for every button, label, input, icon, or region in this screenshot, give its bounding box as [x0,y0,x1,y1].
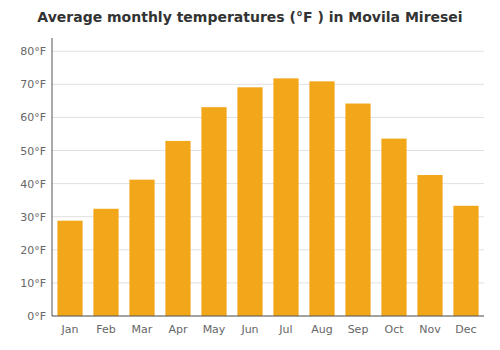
grid-line [52,84,484,85]
bar [165,141,190,316]
x-tick-label: Apr [168,323,188,336]
x-tick-label: Mar [132,323,153,336]
chart-title: Average monthly temperatures (°F ) in Mo… [37,9,462,25]
bar [201,107,226,316]
bar [93,209,118,316]
y-axis-line [52,38,53,316]
y-tick-label: 40°F [20,178,46,191]
grid-line [52,51,484,52]
x-tick-label: Jan [61,323,79,336]
x-tick-label: Jul [278,323,292,336]
grid-line [52,150,484,151]
bar [417,175,442,316]
x-tick-label: Feb [96,323,115,336]
chart-container: Average monthly temperatures (°F ) in Mo… [0,0,500,350]
x-tick-label: Sep [348,323,369,336]
chart-svg: Average monthly temperatures (°F ) in Mo… [0,0,500,350]
y-tick-label: 10°F [20,277,46,290]
bar [57,221,82,316]
y-tick-label: 60°F [20,111,46,124]
grid-line [52,117,484,118]
y-axis: 0°F 10°F 20°F 30°F 40°F 50°F 60°F 70°F 80°F [20,38,52,323]
y-grid [52,51,484,316]
y-tick-label: 20°F [20,244,46,257]
grid-line [52,316,484,317]
bar [453,206,478,316]
x-tick-label: Oct [384,323,404,336]
bar [273,78,298,316]
bar [237,87,262,316]
y-tick-label: 70°F [20,78,46,91]
bar [129,180,154,316]
x-tick-label: Jun [240,323,258,336]
x-axis: Jan Feb Mar Apr May Jun Jul Aug Sep Oct Nov Dec [52,316,484,336]
bar [381,139,406,316]
x-tick-label: Aug [311,323,332,336]
y-tick-label: 30°F [20,211,46,224]
x-tick-label: Nov [419,323,441,336]
y-tick-label: 80°F [20,45,46,58]
y-tick-label: 50°F [20,145,46,158]
page: {"chart_data": {"type": "bar", "title": … [0,0,500,350]
y-tick-label: 0°F [27,310,46,323]
x-axis-line [52,316,484,317]
bar [345,104,370,316]
x-tick-label: Dec [455,323,476,336]
bars [57,78,478,316]
bar [309,81,334,316]
x-tick-label: May [203,323,226,336]
